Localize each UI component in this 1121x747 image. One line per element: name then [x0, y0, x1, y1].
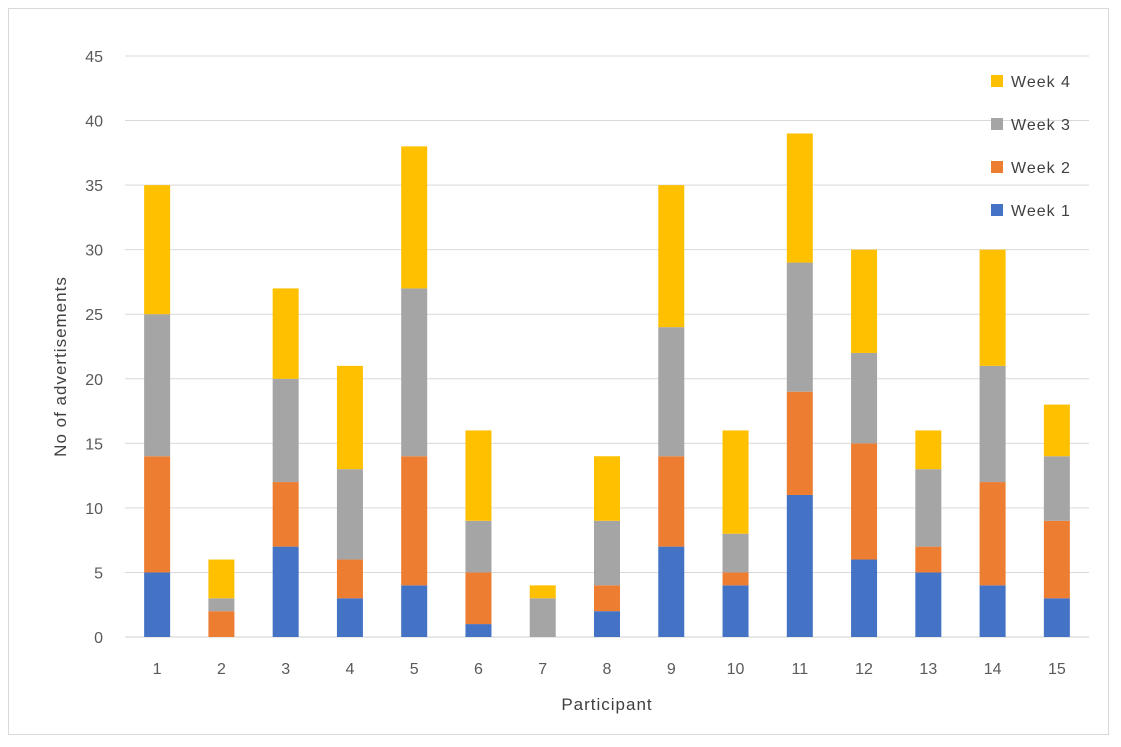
bar-segment	[979, 482, 1006, 586]
bar-segment	[465, 520, 492, 573]
legend-label: Week 2	[1011, 160, 1071, 177]
legend: Week 4 Week 3 Week 2 Week 1	[991, 74, 1071, 220]
legend-label: Week 1	[1011, 203, 1071, 220]
bar-segment	[208, 559, 235, 599]
bar-segment	[658, 546, 685, 637]
bar-segment	[915, 469, 942, 547]
bar-segment	[851, 352, 878, 444]
legend-label: Week 3	[1011, 117, 1071, 134]
y-axis-label: No of advertisements	[51, 276, 70, 457]
x-tick-label: 5	[410, 661, 419, 678]
x-tick-label: 10	[727, 661, 745, 678]
bar-segment	[979, 249, 1006, 366]
bar-segment	[465, 430, 492, 521]
bar-segment	[851, 249, 878, 353]
bar-segment	[401, 456, 428, 586]
x-tick-label: 1	[153, 661, 162, 678]
y-tick-label: 20	[85, 372, 103, 389]
bar-segment	[594, 611, 620, 637]
bar-segment	[722, 572, 749, 586]
y-tick-label: 40	[85, 114, 103, 131]
bar-segment	[786, 262, 813, 392]
bar-segment	[786, 494, 813, 637]
bar-segment	[336, 559, 363, 599]
legend-swatch	[991, 75, 1003, 87]
x-axis-label: Participant	[561, 695, 652, 714]
bar-segment	[915, 546, 942, 573]
bar-segment	[208, 611, 235, 637]
bar-segment	[915, 430, 942, 470]
bar-segment	[272, 378, 299, 483]
bar-segment	[272, 546, 299, 637]
bar-segment	[722, 533, 749, 573]
bar-segment	[336, 598, 363, 637]
bar-segment	[786, 391, 813, 495]
x-tick-label: 14	[984, 661, 1002, 678]
x-tick-label: 11	[791, 661, 808, 678]
bar-segment	[529, 598, 556, 637]
y-tick-label: 30	[85, 243, 103, 260]
x-tick-label: 3	[281, 661, 290, 678]
bar-segment	[465, 572, 492, 625]
bar-segment	[208, 598, 235, 612]
legend-swatch	[991, 118, 1003, 130]
x-tick-label: 9	[667, 661, 676, 678]
bar-segment	[594, 456, 620, 521]
y-tick-labels: 0 5 10 15 20 25 30 35 40 45	[85, 49, 103, 647]
bar-segment	[465, 624, 492, 637]
bar-segment	[979, 365, 1006, 483]
y-tick-label: 25	[85, 307, 103, 324]
y-tick-label: 15	[85, 436, 103, 453]
bar-segment	[336, 469, 363, 560]
bar-segment	[144, 572, 171, 637]
legend-swatch	[991, 161, 1003, 173]
x-tick-label: 15	[1048, 661, 1066, 678]
x-tick-label: 6	[474, 661, 483, 678]
bar-segment	[1043, 404, 1070, 457]
bar-segment	[658, 185, 685, 328]
y-tick-label: 35	[85, 178, 103, 195]
bar-segment	[401, 146, 428, 289]
legend-swatch	[991, 204, 1003, 216]
x-tick-label: 12	[855, 661, 873, 678]
x-tick-labels: 1 2 3 4 5 6 7 8 9 10 11 12 13 14 15	[153, 661, 1066, 678]
bar-segment	[594, 585, 620, 612]
bar-segment	[979, 585, 1006, 637]
x-tick-label: 2	[217, 661, 226, 678]
bar-segment	[1043, 598, 1070, 637]
bar-segment	[915, 572, 942, 637]
x-tick-label: 4	[345, 661, 354, 678]
y-tick-label: 5	[94, 565, 103, 582]
y-tick-label: 45	[85, 49, 103, 66]
bar-segment	[272, 482, 299, 547]
x-tick-label: 13	[919, 661, 937, 678]
y-tick-label: 10	[85, 501, 103, 518]
y-tick-label: 0	[94, 630, 103, 647]
bar-segment	[1043, 456, 1070, 521]
bar-segment	[851, 443, 878, 560]
bar-segment	[144, 314, 171, 457]
bar-segment	[529, 585, 556, 599]
bar-segment	[786, 133, 813, 263]
bar-segment	[1043, 520, 1070, 599]
bar-segment	[658, 327, 685, 457]
bars	[144, 133, 1070, 637]
bar-segment	[401, 288, 428, 457]
bar-segment	[144, 185, 171, 315]
bar-segment	[594, 520, 620, 586]
x-tick-label: 7	[538, 661, 547, 678]
bar-segment	[144, 456, 171, 573]
x-tick-label: 8	[603, 661, 612, 678]
legend-label: Week 4	[1011, 74, 1071, 91]
bar-segment	[722, 585, 749, 637]
bar-segment	[658, 456, 685, 547]
bar-segment	[336, 365, 363, 470]
bar-segment	[722, 430, 749, 534]
bar-segment	[851, 559, 878, 637]
bar-segment	[401, 585, 428, 637]
bar-segment	[272, 288, 299, 379]
